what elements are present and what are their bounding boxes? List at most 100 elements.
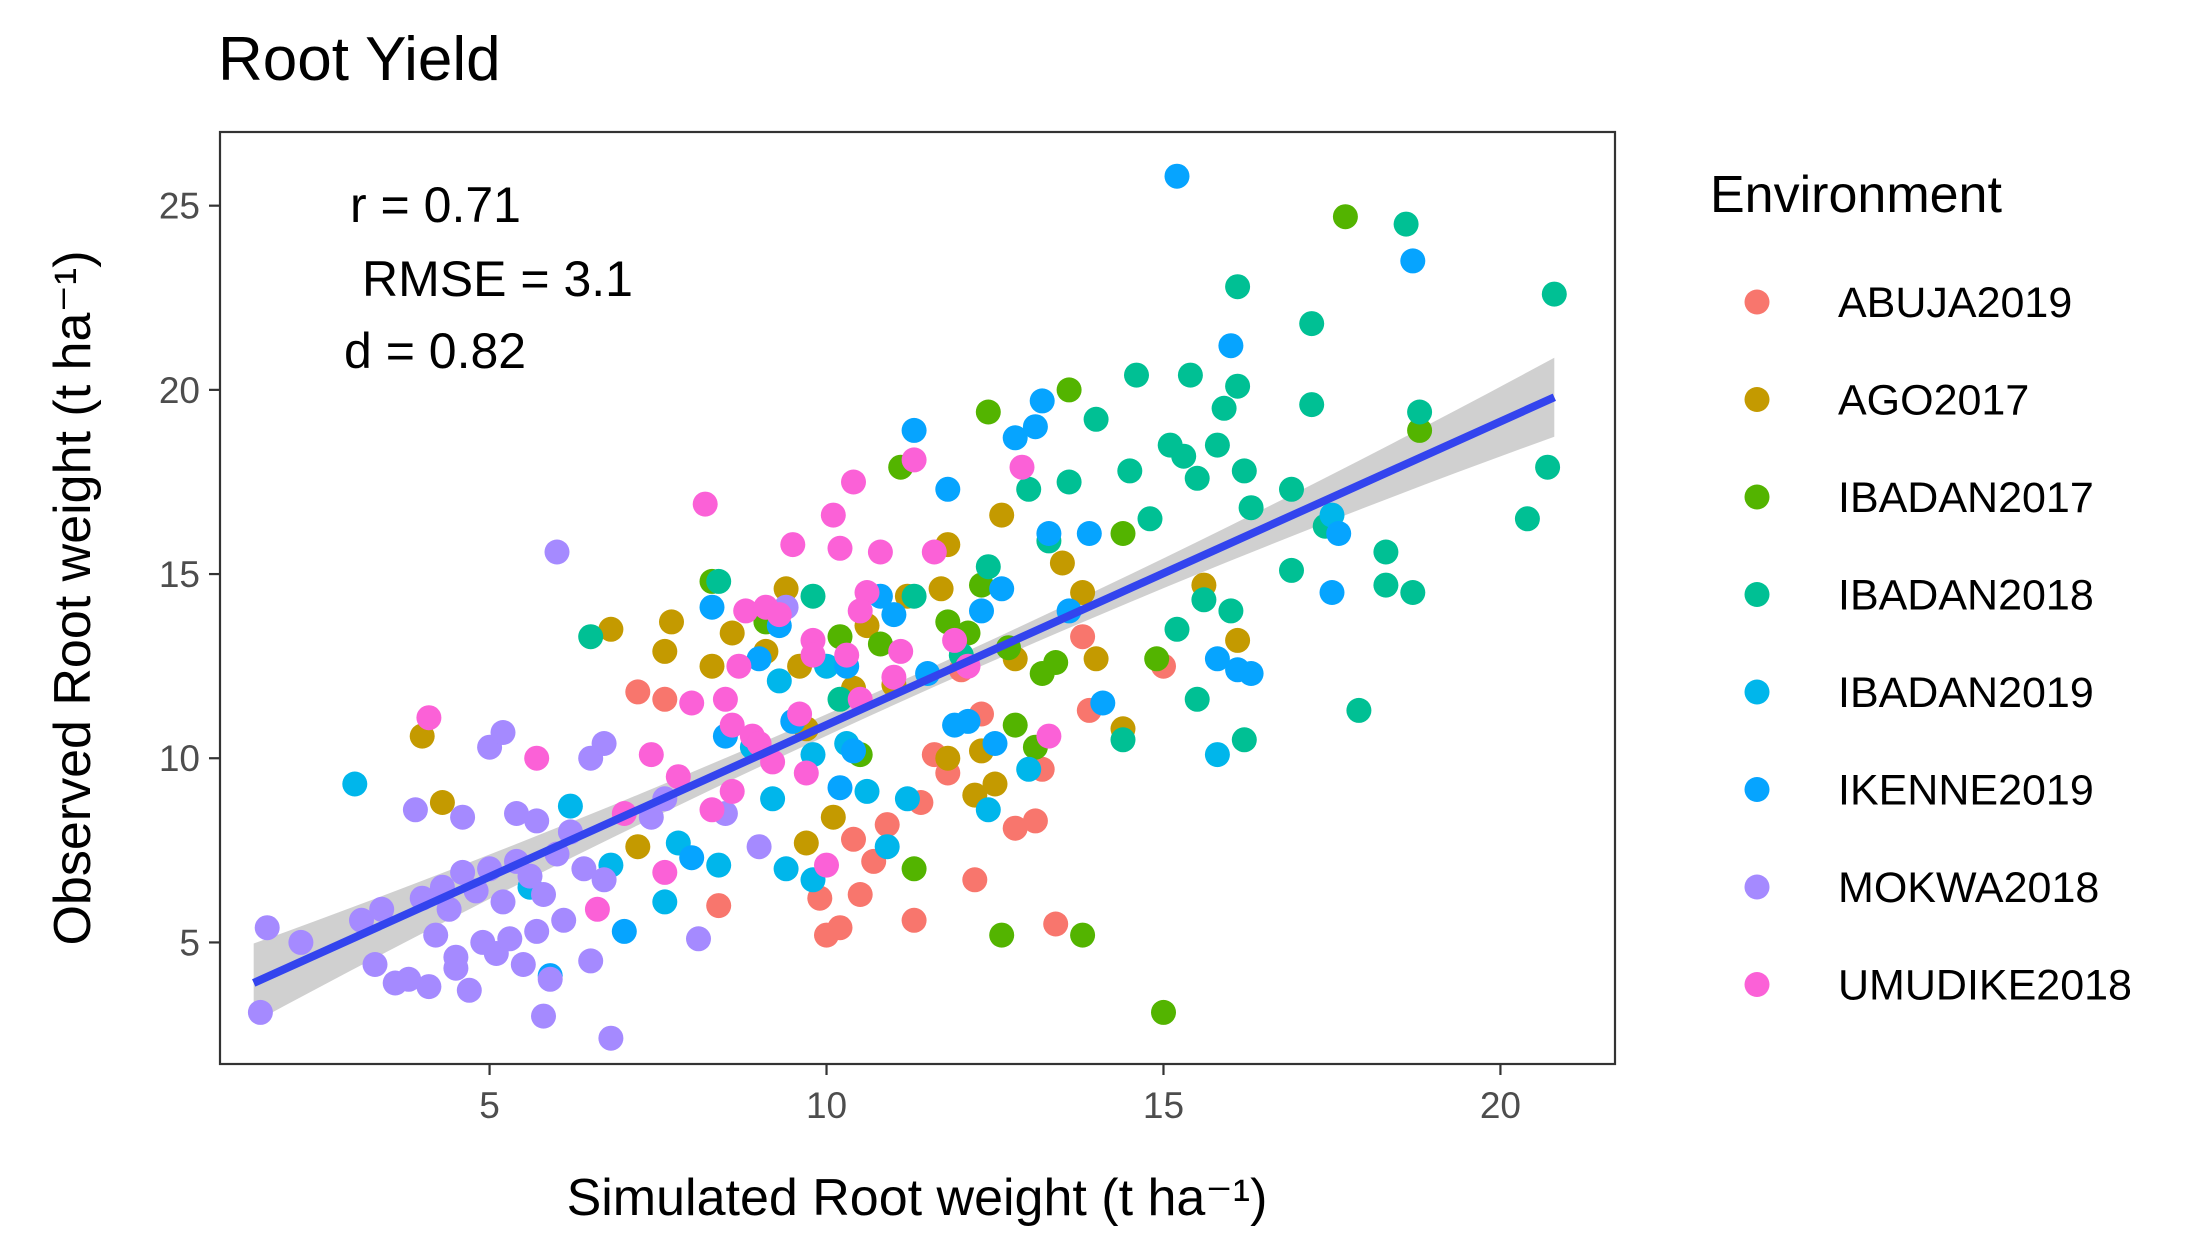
data-point-umudike2018 xyxy=(733,598,759,624)
data-point-ibadan2018 xyxy=(1124,362,1149,388)
data-point-mokwa2018 xyxy=(402,797,428,823)
data-point-ago2017 xyxy=(1049,550,1075,576)
data-point-mokwa2018 xyxy=(369,896,395,922)
legend-key-ikenne2019 xyxy=(1744,777,1770,802)
data-point-ibadan2018 xyxy=(1279,476,1304,502)
data-point-ikenne2019 xyxy=(1002,425,1028,451)
data-point-ibadan2018 xyxy=(1225,373,1251,399)
data-point-mokwa2018 xyxy=(571,856,597,882)
data-point-ago2017 xyxy=(625,834,651,860)
data-point-ikenne2019 xyxy=(982,731,1008,756)
data-point-ikenne2019 xyxy=(1400,248,1426,274)
data-point-ibadan2018 xyxy=(1211,395,1237,421)
data-point-ibadan2018 xyxy=(1393,211,1419,237)
data-point-umudike2018 xyxy=(780,532,806,558)
data-point-mokwa2018 xyxy=(443,955,469,981)
data-point-ibadan2017 xyxy=(1407,417,1433,443)
x-tick-label: 10 xyxy=(806,1085,847,1126)
x-tick-label: 5 xyxy=(479,1085,500,1126)
data-point-ibadan2018 xyxy=(1514,506,1540,532)
data-point-ibadan2018 xyxy=(1407,399,1433,425)
data-point-umudike2018 xyxy=(921,539,947,565)
data-point-ibadan2018 xyxy=(1137,506,1163,532)
data-point-ibadan2018 xyxy=(1238,495,1264,521)
data-point-ibadan2018 xyxy=(578,624,604,650)
data-point-ibadan2018 xyxy=(706,568,732,594)
legend-label-ibadan2018: IBADAN2018 xyxy=(1838,572,2094,620)
data-point-ago2017 xyxy=(429,790,455,815)
data-point-ikenne2019 xyxy=(969,598,994,624)
data-point-umudike2018 xyxy=(652,859,678,885)
legend-key-ibadan2017 xyxy=(1744,484,1770,510)
data-point-mokwa2018 xyxy=(423,922,449,948)
legend-label-ikenne2019: IKENNE2019 xyxy=(1838,767,2094,815)
data-point-ibadan2018 xyxy=(1016,476,1042,502)
data-point-mokwa2018 xyxy=(450,804,476,830)
data-point-ikenne2019 xyxy=(1036,521,1062,546)
data-point-mokwa2018 xyxy=(578,948,604,974)
data-point-ago2017 xyxy=(699,653,725,679)
data-point-ibadan2018 xyxy=(1083,406,1109,432)
data-point-mokwa2018 xyxy=(591,867,617,893)
data-point-ibadan2017 xyxy=(1056,377,1082,403)
legend-label-ibadan2019: IBADAN2019 xyxy=(1838,669,2094,717)
data-point-mokwa2018 xyxy=(524,808,550,834)
data-point-mokwa2018 xyxy=(686,926,711,952)
data-point-ikenne2019 xyxy=(679,845,705,871)
data-point-umudike2018 xyxy=(1009,454,1035,480)
data-point-ikenne2019 xyxy=(1029,388,1055,414)
data-point-ibadan2019 xyxy=(342,771,368,797)
y-tick-label: 25 xyxy=(159,186,200,227)
data-point-ibadan2019 xyxy=(854,778,880,804)
data-point-umudike2018 xyxy=(901,447,927,473)
data-point-abuja2019 xyxy=(827,915,853,941)
data-point-umudike2018 xyxy=(719,712,745,738)
plot-panel-border xyxy=(218,130,1617,1066)
data-point-ibadan2019 xyxy=(760,786,786,812)
data-point-umudike2018 xyxy=(942,627,968,653)
legend-label-ibadan2017: IBADAN2017 xyxy=(1838,474,2094,522)
legend-label-abuja2019: ABUJA2019 xyxy=(1838,279,2072,327)
data-point-mokwa2018 xyxy=(531,1003,556,1029)
data-point-ibadan2019 xyxy=(894,786,920,812)
x-tick-label: 15 xyxy=(1143,1085,1184,1126)
data-point-ibadan2017 xyxy=(1002,712,1028,738)
data-point-mokwa2018 xyxy=(456,977,482,1003)
data-point-ibadan2018 xyxy=(1110,727,1136,753)
data-point-ibadan2017 xyxy=(1332,204,1358,230)
data-point-ibadan2018 xyxy=(1177,362,1203,388)
data-point-umudike2018 xyxy=(888,638,914,664)
data-point-umudike2018 xyxy=(827,535,853,561)
data-point-ibadan2018 xyxy=(1346,697,1372,723)
data-point-ibadan2018 xyxy=(1204,432,1230,458)
data-point-mokwa2018 xyxy=(349,907,374,933)
x-axis: 5 10 15 20 xyxy=(479,1064,1521,1126)
data-point-mokwa2018 xyxy=(504,801,529,826)
data-point-ibadan2019 xyxy=(652,889,678,915)
data-point-ibadan2017 xyxy=(901,856,927,882)
data-point-ibadan2018 xyxy=(1184,686,1210,712)
data-point-ikenne2019 xyxy=(1204,646,1230,672)
data-point-ibadan2018 xyxy=(1171,443,1197,469)
chart-title: Root Yield xyxy=(218,25,501,94)
data-point-ago2017 xyxy=(652,638,678,664)
data-points xyxy=(247,163,1567,1051)
legend-title: Environment xyxy=(1710,166,2002,224)
data-point-ibadan2018 xyxy=(1191,587,1217,613)
data-point-ibadan2018 xyxy=(901,583,927,609)
data-point-ikenne2019 xyxy=(1090,690,1116,716)
data-point-ibadan2018 xyxy=(1164,616,1190,642)
data-point-ibadan2018 xyxy=(1541,281,1567,307)
data-point-ibadan2018 xyxy=(1400,580,1426,605)
data-point-ikenne2019 xyxy=(1164,163,1190,189)
data-point-mokwa2018 xyxy=(544,539,570,565)
data-point-ibadan2018 xyxy=(1373,572,1399,598)
data-point-ikenne2019 xyxy=(901,417,927,443)
data-point-mokwa2018 xyxy=(436,896,462,922)
data-point-mokwa2018 xyxy=(537,966,563,992)
data-point-ibadan2018 xyxy=(1218,598,1244,624)
data-point-ibadan2019 xyxy=(1016,756,1042,782)
data-point-ikenne2019 xyxy=(942,712,968,738)
data-point-umudike2018 xyxy=(719,778,745,804)
